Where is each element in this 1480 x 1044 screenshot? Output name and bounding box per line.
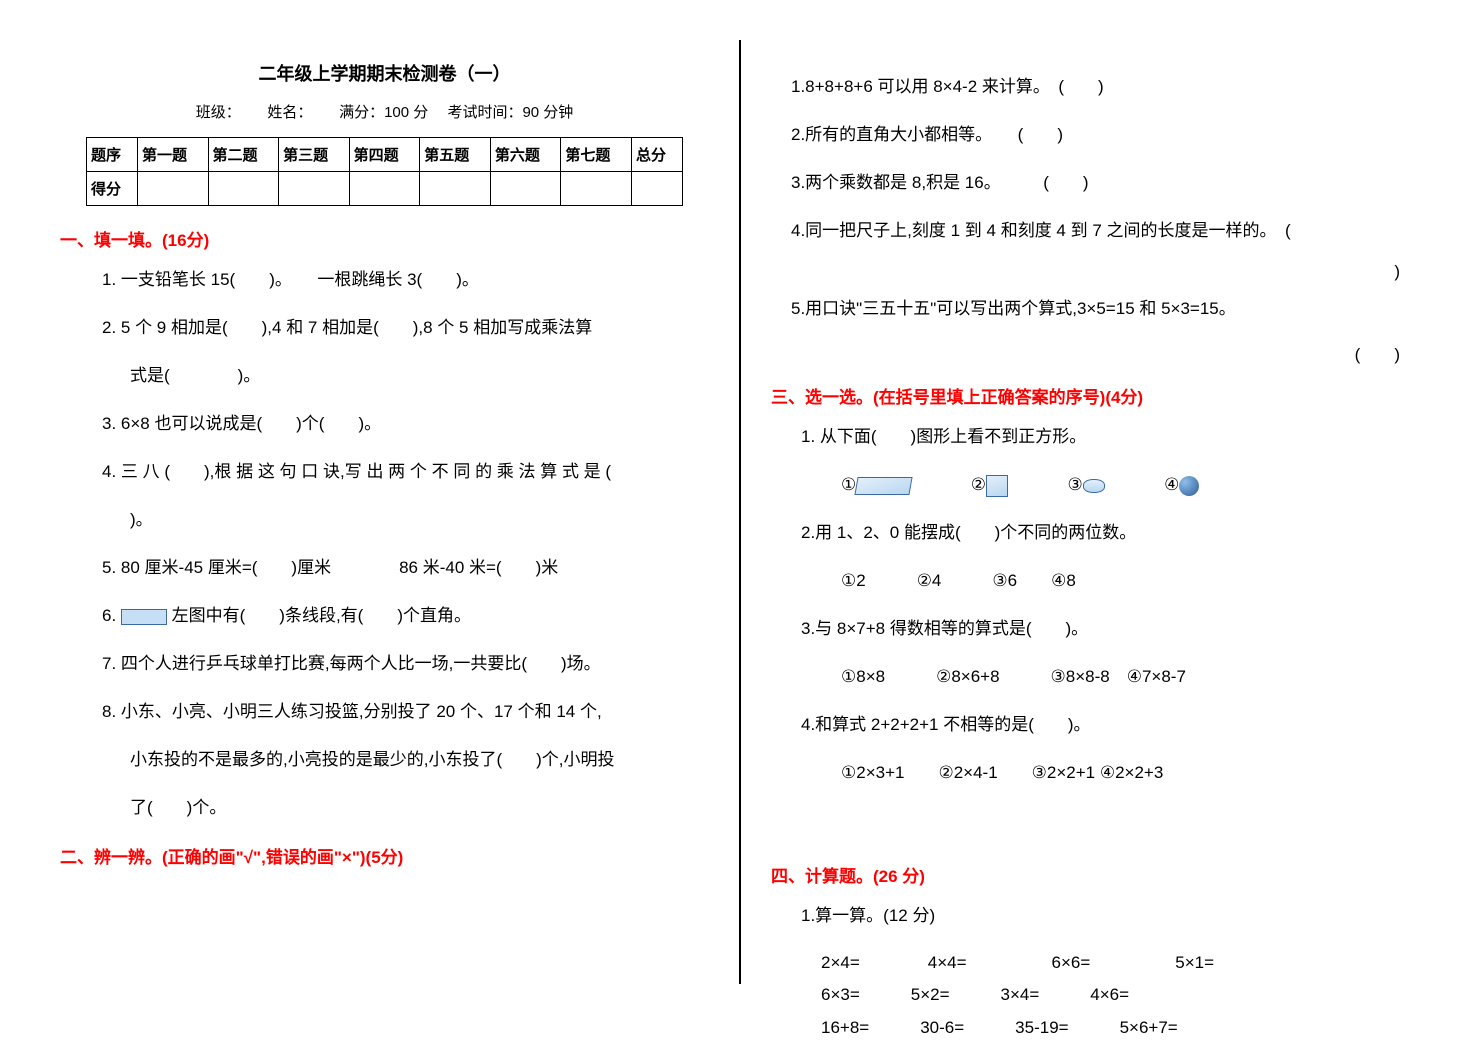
s1-q3: 3. 6×8 也可以说成是( )个( )。 — [102, 407, 709, 441]
score-cell — [208, 172, 279, 206]
score-cell — [561, 172, 632, 206]
s2-q4: 4.同一把尺子上,刻度 1 到 4 和刻度 4 到 7 之间的长度是一样的。 ( — [791, 214, 1420, 248]
s4-q1: 1.算一算。(12 分) — [801, 899, 1420, 933]
s1-q6b: 左图中有( )条线段,有( )个直角。 — [172, 606, 471, 625]
s1-q2b: 式是( )。 — [130, 359, 709, 393]
score-cell — [137, 172, 208, 206]
cube-icon — [986, 475, 1008, 497]
s3-q3: 3.与 8×7+8 得数相等的算式是( )。 — [801, 612, 1420, 646]
section3-header: 三、选一选。(在括号里填上正确答案的序号)(4分) — [771, 383, 1420, 408]
time-label: 考试时间：90 分钟 — [447, 104, 573, 121]
th-0: 题序 — [86, 138, 137, 172]
s2-q1: 1.8+8+8+6 可以用 8×4-2 来计算。 ( ) — [791, 70, 1420, 104]
th-1: 第一题 — [137, 138, 208, 172]
s3-q3-opts: ①8×8 ②8×6+8 ③8×8-8 ④7×8-7 — [841, 660, 1420, 694]
s1-q6a: 6. — [102, 606, 121, 625]
opt3-label: ③ — [1067, 475, 1082, 494]
th-6: 第六题 — [490, 138, 561, 172]
s1-q8: 8. 小东、小亮、小明三人练习投篮,分别投了 20 个、17 个和 14 个, — [102, 695, 709, 729]
opt2-label: ② — [971, 475, 986, 494]
score-cell — [279, 172, 350, 206]
s1-q4b: )。 — [130, 503, 709, 537]
s1-q6: 6. 左图中有( )条线段,有( )个直角。 — [102, 599, 709, 633]
s3-q4: 4.和算式 2+2+2+1 不相等的是( )。 — [801, 708, 1420, 742]
th-3: 第三题 — [279, 138, 350, 172]
th-5: 第五题 — [420, 138, 491, 172]
s1-q8c: 了( )个。 — [130, 791, 709, 825]
class-label: 班级： — [196, 104, 234, 121]
s3-q4-opts: ①2×3+1 ②2×4-1 ③2×2+1 ④2×2+3 — [841, 756, 1420, 790]
s2-q2: 2.所有的直角大小都相等。 ( ) — [791, 118, 1420, 152]
calc-row1: 2×4= 4×4= 6×6= 5×1= — [821, 947, 1420, 979]
score-cell — [420, 172, 491, 206]
sphere-icon — [1179, 476, 1199, 496]
exam-meta: 班级： 姓名： 满分：100 分 考试时间：90 分钟 — [60, 101, 709, 122]
score-cell — [631, 172, 682, 206]
page-title: 二年级上学期期末检测卷（一） — [60, 60, 709, 86]
score-table: 题序 第一题 第二题 第三题 第四题 第五题 第六题 第七题 总分 得分 — [86, 137, 683, 206]
s3-q1-opts: ① ② ③ ④ — [841, 468, 1420, 502]
s1-q8b: 小东投的不是最多的,小亮投的是最少的,小东投了( )个,小明投 — [130, 743, 709, 777]
s3-q2-opts: ①2 ②4 ③6 ④8 — [841, 564, 1420, 598]
score-cell — [490, 172, 561, 206]
s2-q3: 3.两个乘数都是 8,积是 16。 ( ) — [791, 166, 1420, 200]
calc-row3: 16+8= 30-6= 35-19= 5×6+7= — [821, 1012, 1420, 1044]
s1-q5: 5. 80 厘米-45 厘米=( )厘米 86 米-40 米=( )米 — [102, 551, 709, 585]
fullscore-label: 满分：100 分 — [339, 104, 428, 121]
s3-q1: 1. 从下面( )图形上看不到正方形。 — [801, 420, 1420, 454]
s3-q2: 2.用 1、2、0 能摆成( )个不同的两位数。 — [801, 516, 1420, 550]
th-7: 第七题 — [561, 138, 632, 172]
th-4: 第四题 — [349, 138, 420, 172]
section1-header: 一、填一填。(16分) — [60, 226, 709, 251]
name-label: 姓名： — [267, 104, 305, 121]
cylinder-icon — [1083, 479, 1105, 493]
s2-q5: 5.用口诀"三五十五"可以写出两个算式,3×5=15 和 5×3=15。 — [791, 292, 1420, 326]
s1-q4: 4. 三 八 ( ),根 据 这 句 口 诀,写 出 两 个 不 同 的 乘 法… — [102, 455, 709, 489]
rectangle-icon — [121, 609, 167, 625]
s1-q7: 7. 四个人进行乒乓球单打比赛,每两个人比一场,一共要比( )场。 — [102, 647, 709, 681]
score-row-label: 得分 — [86, 172, 137, 206]
section4-header: 四、计算题。(26 分) — [771, 862, 1420, 887]
score-cell — [349, 172, 420, 206]
s2-q4b: ) — [771, 262, 1400, 282]
opt4-label: ④ — [1164, 475, 1179, 494]
s1-q1: 1. 一支铅笔长 15( )。 一根跳绳长 3( )。 — [102, 263, 709, 297]
calc-row2: 6×3= 5×2= 3×4= 4×6= — [821, 979, 1420, 1011]
cuboid-icon — [855, 477, 913, 495]
s2-q5b: ( ) — [771, 340, 1400, 365]
s1-q2: 2. 5 个 9 相加是( ),4 和 7 相加是( ),8 个 5 相加写成乘… — [102, 311, 709, 345]
th-2: 第二题 — [208, 138, 279, 172]
th-8: 总分 — [631, 138, 682, 172]
section2-header: 二、辨一辨。(正确的画"√",错误的画"×")(5分) — [60, 843, 709, 868]
